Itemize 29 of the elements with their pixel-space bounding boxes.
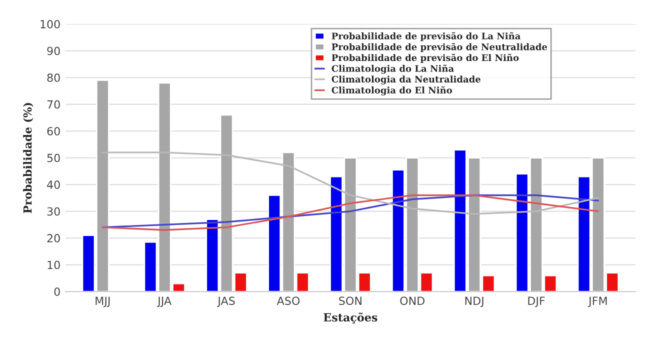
y-axis-title: Probabilidade (%) xyxy=(23,102,34,214)
x-axis-title: Estações xyxy=(324,312,378,324)
y-tick-label: 40 xyxy=(47,180,60,189)
x-tick-label: SON xyxy=(339,296,362,306)
y-tick-label: 80 xyxy=(47,73,60,82)
line-series xyxy=(102,152,600,215)
legend-label: Probabilidade de previsão do El Niño xyxy=(332,54,519,63)
legend-label: Probabilidade de previsão do La Niña xyxy=(332,32,521,42)
x-tick-label: JAS xyxy=(217,296,235,308)
x-tick-label: NDJ xyxy=(465,296,484,308)
legend-label: Probabilidade de previsão de Neutralidade xyxy=(332,42,548,52)
legend-label: Climatologia do La Niña xyxy=(332,64,454,74)
x-tick-label: OND xyxy=(400,296,425,306)
y-tick-label: 70 xyxy=(47,100,60,109)
y-tick-label: 60 xyxy=(47,127,60,136)
x-tick-label: JJA xyxy=(157,296,172,308)
y-tick-label: 50 xyxy=(47,154,60,162)
x-tick-label: JFM xyxy=(588,296,607,308)
y-tick-label: 0 xyxy=(54,288,60,296)
legend-label: Climatologia do El Niño xyxy=(332,86,452,96)
x-tick-label: ASO xyxy=(276,296,300,306)
y-tick-label: 90 xyxy=(47,46,60,56)
y-tick-label: 30 xyxy=(47,207,60,216)
x-tick-label: DJF xyxy=(528,296,545,308)
x-tick-label: MJJ xyxy=(96,296,110,308)
y-tick-label: 100 xyxy=(40,20,60,28)
y-tick-label: 10 xyxy=(48,260,60,270)
legend-label: Climatologia da Neutralidade xyxy=(332,76,480,84)
y-tick-label: 20 xyxy=(47,234,60,242)
